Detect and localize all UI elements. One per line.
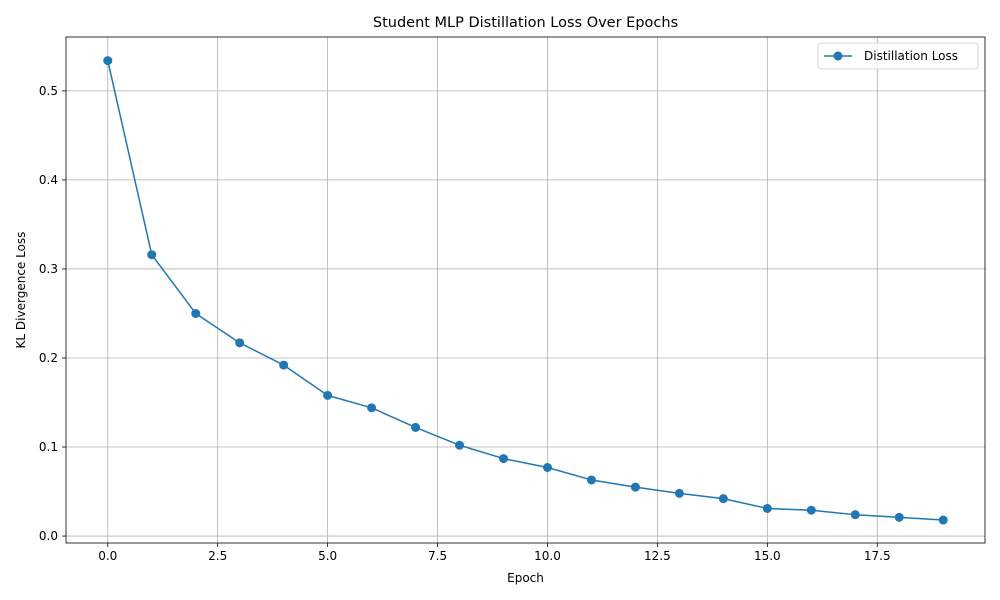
data-point [235, 338, 245, 348]
data-point [806, 505, 816, 515]
data-point [674, 488, 684, 498]
data-point [103, 56, 113, 66]
legend: Distillation Loss [817, 42, 979, 70]
axis-ticks: 0.0 2.5 5.0 7.5 10.0 12.5 15.0 17.5 0.0 0.1 0.2 0.3… [39, 84, 891, 563]
legend-box [817, 42, 979, 70]
data-point [323, 390, 333, 400]
y-tick-label: 0.3 [39, 262, 58, 276]
data-point [850, 510, 860, 520]
series-line [107, 60, 944, 521]
x-axis-label: Epoch [507, 571, 544, 585]
x-tick-label: 15.0 [754, 549, 781, 563]
y-tick-label: 0.2 [39, 351, 58, 365]
data-point [499, 454, 509, 464]
plot-series [103, 56, 948, 525]
x-tick-label: 2.5 [208, 549, 227, 563]
grid [66, 37, 985, 543]
x-tick-label: 5.0 [318, 549, 337, 563]
data-point [762, 503, 772, 513]
legend-label: Distillation Loss [864, 49, 958, 63]
data-point [630, 482, 640, 492]
y-axis-label: KL Divergence Loss [14, 232, 28, 349]
y-tick-label: 0.4 [39, 173, 58, 187]
x-tick-label: 10.0 [534, 549, 561, 563]
x-tick-label: 0.0 [98, 549, 117, 563]
y-tick-label: 0.1 [39, 440, 58, 454]
data-point [279, 360, 289, 370]
data-point [147, 250, 157, 260]
data-point [586, 475, 596, 485]
axes-frame [65, 36, 986, 544]
data-point [938, 515, 948, 525]
data-point [411, 422, 421, 432]
y-tick-label: 0.0 [39, 529, 58, 543]
legend-marker [833, 51, 843, 61]
data-point [542, 462, 552, 472]
chart-title: Student MLP Distillation Loss Over Epoch… [373, 15, 678, 31]
y-tick-label: 0.5 [39, 84, 58, 98]
x-tick-label: 12.5 [644, 549, 671, 563]
data-point [367, 403, 377, 413]
data-point [455, 440, 465, 450]
data-point [718, 494, 728, 504]
x-tick-label: 17.5 [864, 549, 891, 563]
x-tick-label: 7.5 [428, 549, 447, 563]
data-point [894, 512, 904, 522]
data-point [191, 308, 201, 318]
